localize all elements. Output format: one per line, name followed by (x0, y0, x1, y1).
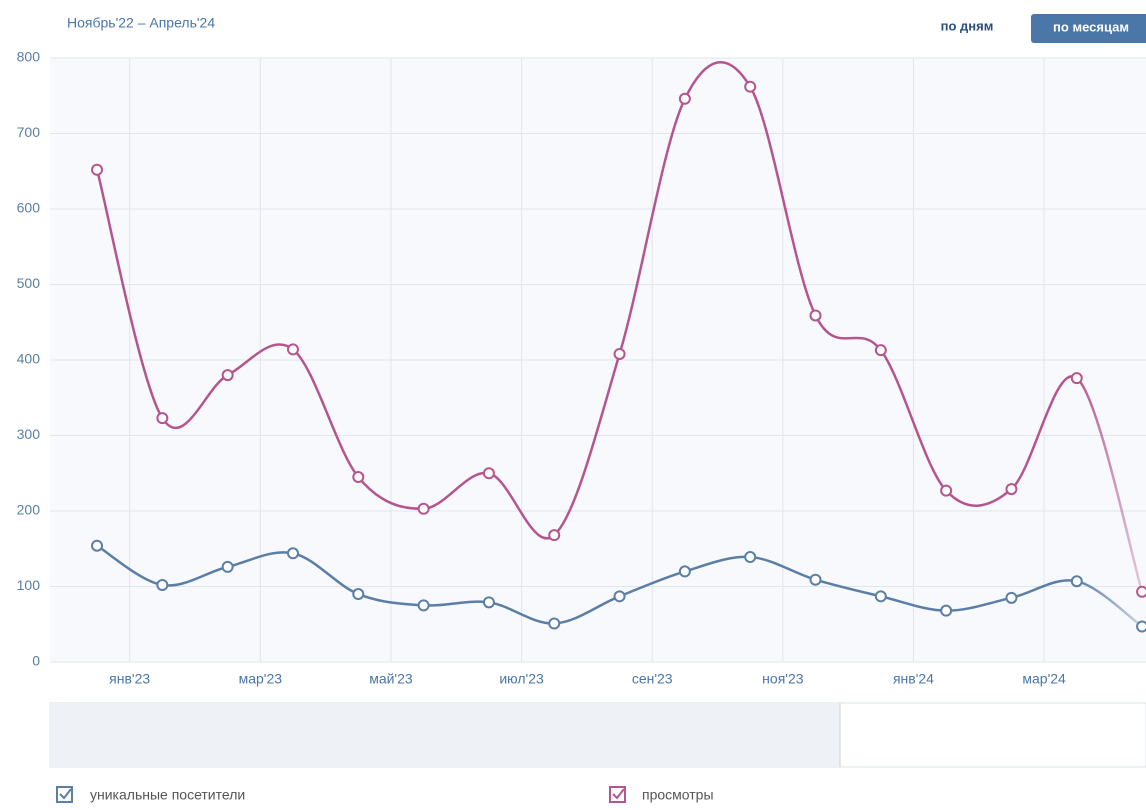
point (1070, 372, 1083, 385)
legend-checkbox[interactable] (56, 786, 73, 803)
point (678, 565, 691, 578)
point (352, 588, 365, 601)
point (613, 347, 626, 360)
point (352, 471, 365, 484)
x-tick-label: янв'23 (109, 671, 150, 687)
point (482, 467, 495, 480)
point (221, 560, 234, 573)
point (417, 502, 430, 515)
check-icon (612, 788, 625, 800)
point (940, 604, 953, 617)
point (809, 309, 822, 322)
point (874, 344, 887, 357)
point (548, 529, 561, 542)
legend-label[interactable]: уникальные посетители (90, 787, 245, 803)
point (482, 596, 495, 609)
chart-title: Ноябрь'22 – Апрель'24 (67, 15, 215, 31)
point (156, 412, 169, 425)
x-tick-label: сен'23 (632, 671, 673, 687)
point (221, 369, 234, 382)
point (1070, 575, 1083, 588)
y-tick-label: 100 (17, 577, 41, 593)
point (744, 80, 757, 93)
point (286, 343, 299, 356)
point (1005, 483, 1018, 496)
month-button[interactable]: по месяцам (1053, 19, 1129, 34)
point (678, 92, 691, 105)
y-tick-label: 300 (17, 426, 41, 442)
navigator-mask (50, 703, 840, 767)
x-tick-label: июл'23 (499, 671, 544, 687)
point (940, 484, 953, 497)
month-button-bg[interactable] (1031, 14, 1146, 43)
x-tick-label: янв'24 (893, 671, 934, 687)
point (1136, 620, 1146, 633)
point (744, 551, 757, 564)
y-tick-label: 700 (17, 124, 41, 140)
y-tick-label: 400 (17, 351, 41, 367)
point (1005, 591, 1018, 604)
point (156, 578, 169, 591)
point (613, 590, 626, 603)
point (548, 617, 561, 630)
point (874, 590, 887, 603)
legend-label[interactable]: просмотры (642, 787, 714, 803)
series-line (95, 60, 1144, 593)
y-tick-label: 0 (32, 653, 40, 669)
y-tick-label: 800 (17, 49, 41, 65)
legend-checkbox[interactable] (609, 786, 626, 803)
point (91, 539, 104, 552)
point (417, 599, 430, 612)
y-tick-label: 500 (17, 275, 41, 291)
day-button[interactable]: по дням (941, 18, 994, 33)
y-tick-label: 600 (17, 200, 41, 216)
x-tick-label: ноя'23 (762, 671, 804, 687)
x-tick-label: май'23 (369, 671, 413, 687)
point (91, 163, 104, 176)
point (809, 573, 822, 586)
x-tick-label: мар'23 (239, 671, 283, 687)
point (286, 547, 299, 560)
point (1136, 585, 1146, 598)
y-tick-label: 200 (17, 502, 41, 518)
x-tick-label: мар'24 (1022, 671, 1066, 687)
check-icon (59, 788, 72, 800)
